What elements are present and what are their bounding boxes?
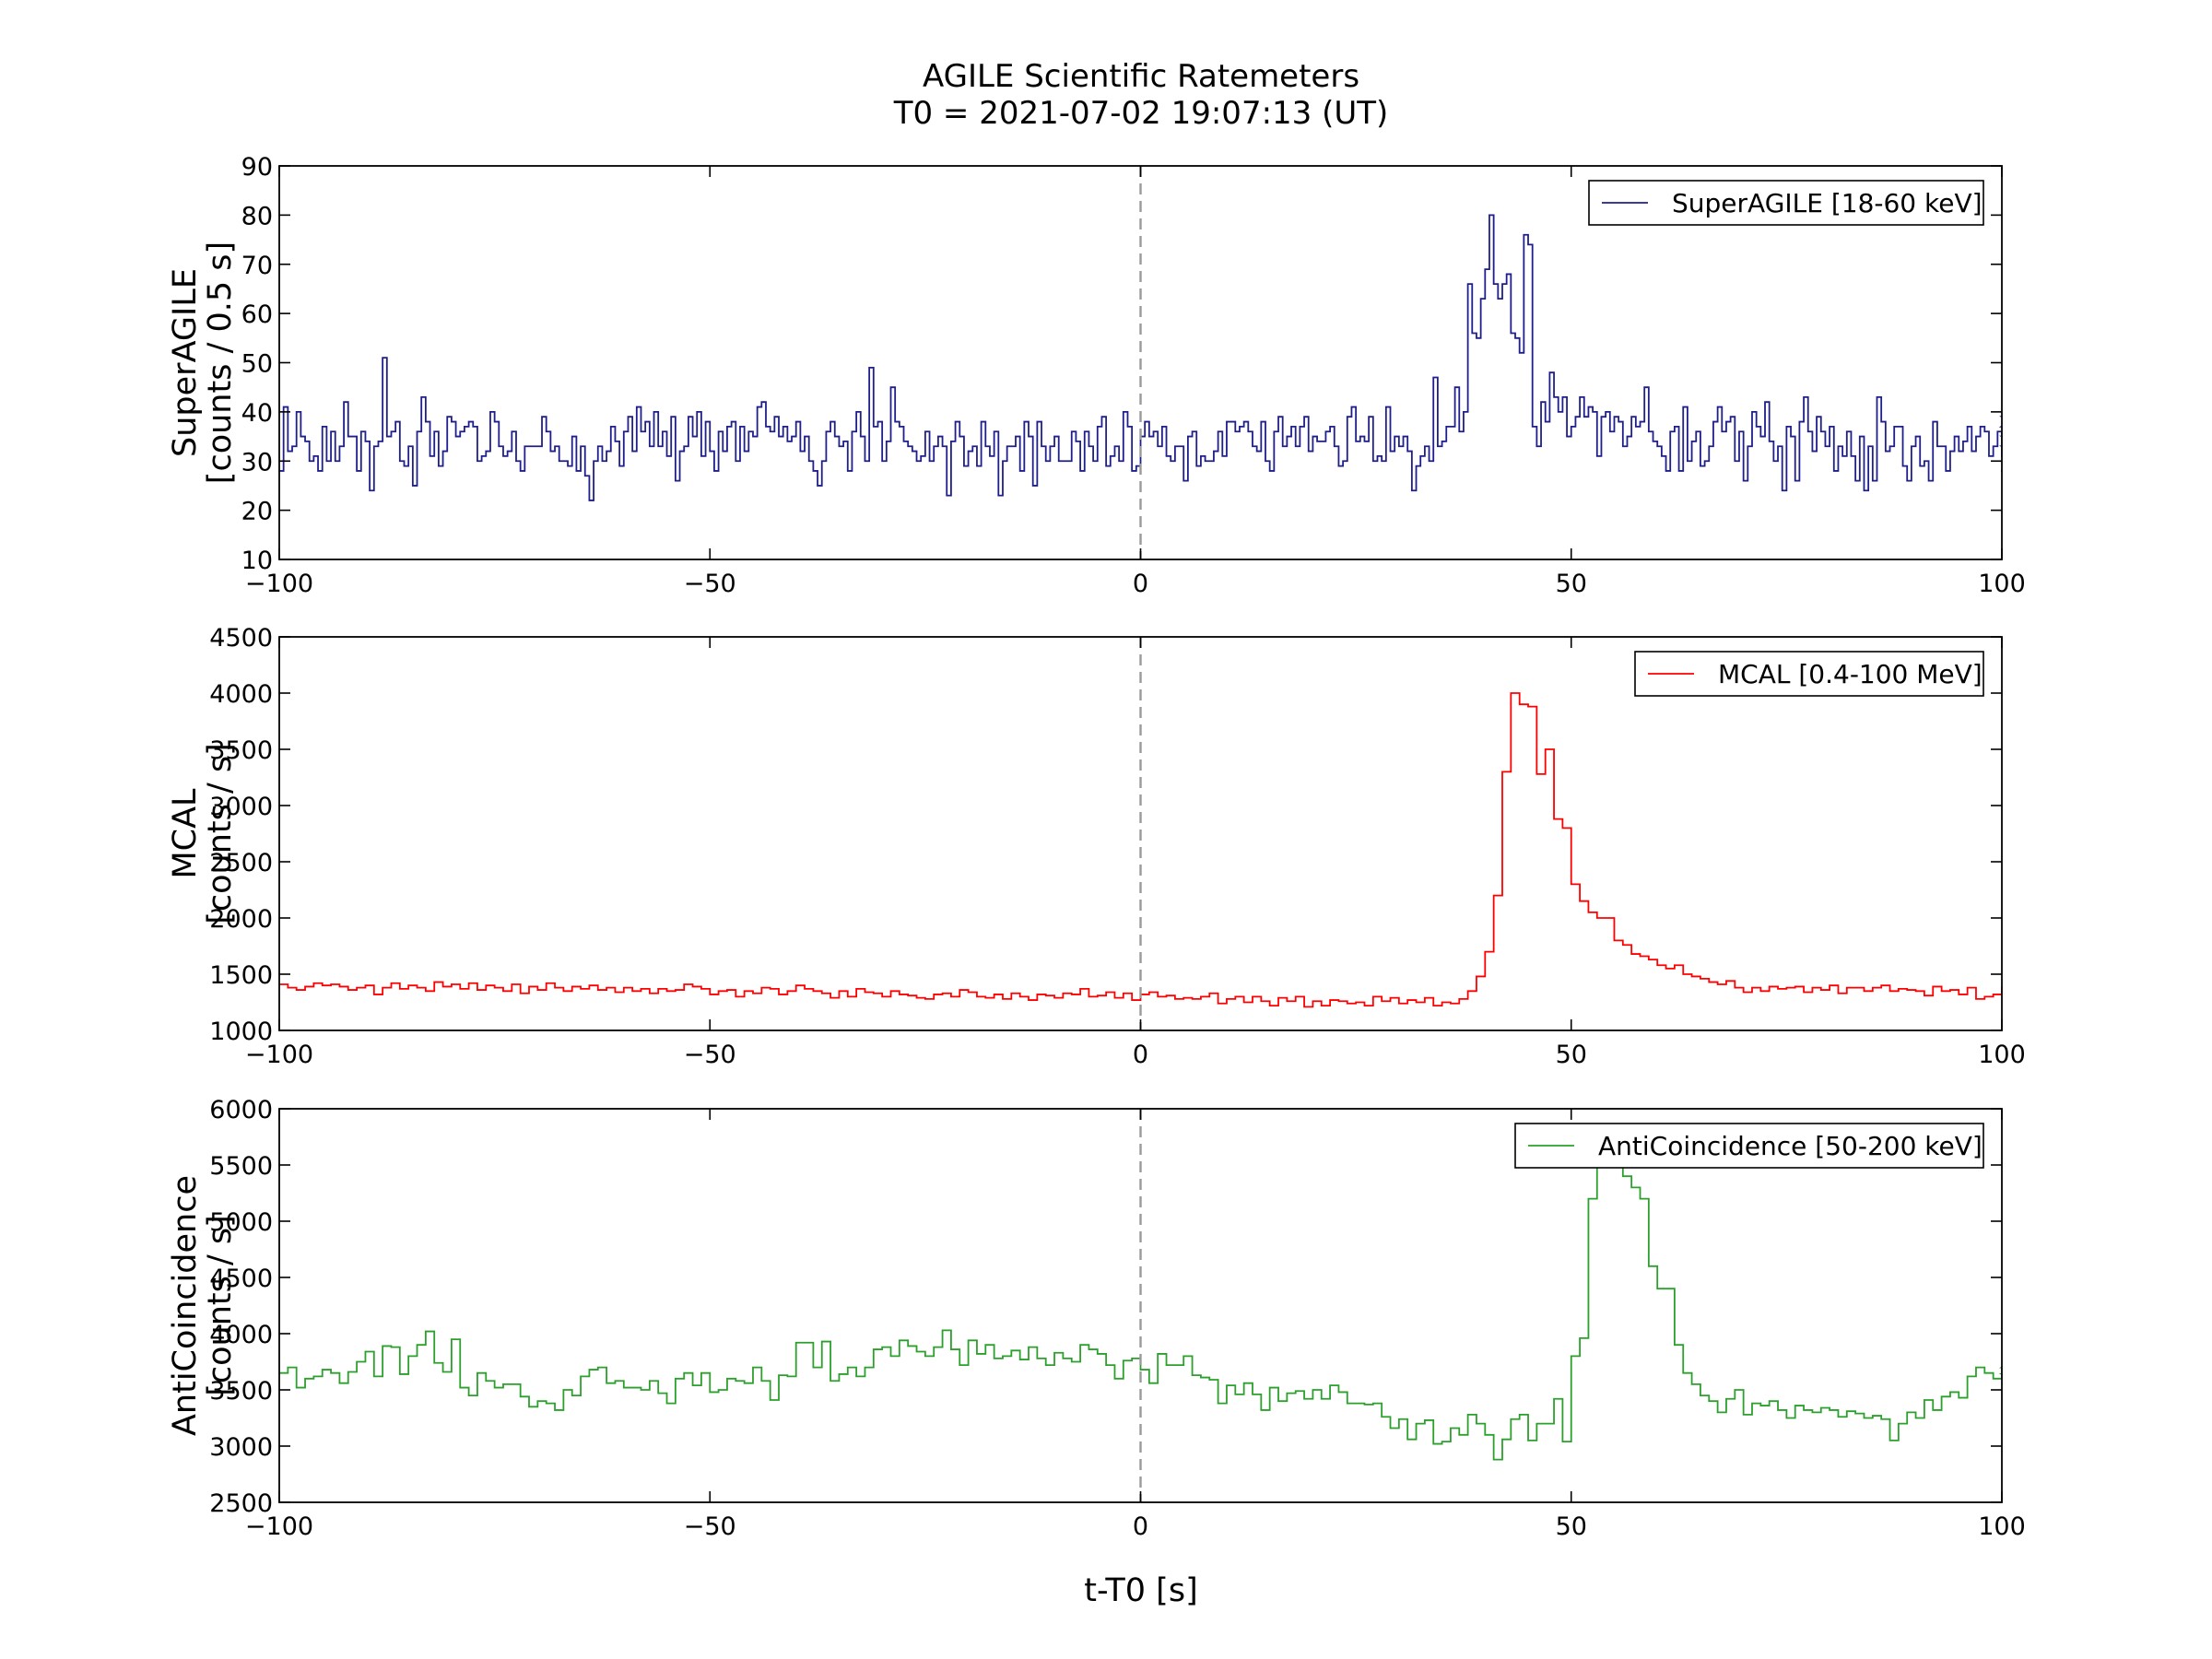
superagile-ytick-label: 10 [241, 547, 273, 575]
anticoincidence-ytick-label: 6000 [209, 1096, 273, 1124]
superagile-ylabel-line2: [counts / 0.5 s] [202, 241, 239, 484]
superagile-ytick-label: 70 [241, 252, 273, 280]
superagile-ytick-label: 50 [241, 350, 273, 379]
mcal-xtick-label: −50 [684, 1041, 736, 1069]
superagile-ytick-label: 40 [241, 399, 273, 428]
anticoincidence-legend-box [1514, 1123, 1984, 1169]
anticoincidence-series-line [279, 1130, 2002, 1461]
anticoincidence-legend-label: AntiCoincidence [50-200 keV] [1598, 1131, 1983, 1161]
mcal-ytick-label: 3000 [209, 793, 273, 821]
mcal-ytick-label: 3500 [209, 736, 273, 765]
superagile-ytick-label: 30 [241, 448, 273, 477]
anticoincidence-ytick-label: 3500 [209, 1377, 273, 1406]
anticoincidence-ylabel-line1: AntiCoincidence [167, 1175, 204, 1436]
anticoincidence-xtick-label: 100 [1978, 1512, 2026, 1541]
superagile-ylabel-line1: SuperAGILE [167, 268, 204, 457]
mcal-ytick-label: 2000 [209, 905, 273, 934]
mcal-xtick-label: 100 [1978, 1041, 2026, 1069]
superagile-ytick-label: 60 [241, 300, 273, 329]
anticoincidence-panel: −100 −50 0 50 100 2500 3000 3500 4000 4500 5000 550… [167, 1096, 2026, 1541]
figure-title-line2: T0 = 2021-07-02 19:07:13 (UT) [893, 95, 1389, 132]
anticoincidence-ytick-label: 3000 [209, 1433, 273, 1462]
mcal-xtick-label: −100 [245, 1041, 313, 1069]
anticoincidence-xtick-label: −50 [684, 1512, 736, 1541]
figure-title-line1: AGILE Scientific Ratemeters [923, 58, 1359, 95]
anticoincidence-ytick-label: 2500 [209, 1489, 273, 1518]
superagile-xtick-label: 100 [1978, 570, 2026, 598]
superagile-xtick-label: 50 [1556, 570, 1587, 598]
x-axis-label: t-T0 [s] [1084, 1572, 1197, 1609]
superagile-legend-label: SuperAGILE [18-60 keV] [1672, 188, 1983, 218]
mcal-ytick-label: 2500 [209, 849, 273, 877]
anticoincidence-ytick-label: 5500 [209, 1152, 273, 1181]
mcal-ytick-label: 1000 [209, 1018, 273, 1046]
mcal-panel: −100 −50 0 50 100 1000 1500 2000 2500 3000 3500 400… [167, 624, 2026, 1069]
mcal-xtick-label: 50 [1556, 1041, 1587, 1069]
mcal-series-line [279, 692, 2002, 1008]
anticoincidence-legend: AntiCoincidence [50-200 keV] [1514, 1123, 1984, 1169]
mcal-xtick-label: 0 [1133, 1041, 1148, 1069]
mcal-legend-label: MCAL [0.4-100 MeV] [1718, 659, 1983, 689]
anticoincidence-ytick-label: 4500 [209, 1265, 273, 1293]
anticoincidence-ytick-label: 5000 [209, 1208, 273, 1237]
anticoincidence-xtick-label: 50 [1556, 1512, 1587, 1541]
superagile-ytick-label: 80 [241, 202, 273, 230]
superagile-panel: −100 −50 0 50 100 10 20 30 40 50 60 70 80 90 SuperAGIL… [167, 153, 2026, 598]
anticoincidence-xtick-label: 0 [1133, 1512, 1148, 1541]
superagile-ytick-label: 90 [241, 153, 273, 182]
mcal-legend: MCAL [0.4-100 MeV] [1634, 651, 1984, 697]
superagile-xtick-label: −50 [684, 570, 736, 598]
panels: −100 −50 0 50 100 10 20 30 40 50 60 70 80 90 SuperAGIL… [167, 153, 2026, 1541]
superagile-legend-box [1588, 180, 1984, 226]
mcal-ylabel-line2: [counts / s] [202, 743, 239, 924]
mcal-ytick-label: 1500 [209, 961, 273, 990]
superagile-legend: SuperAGILE [18-60 keV] [1588, 180, 1984, 226]
anticoincidence-xtick-label: −100 [245, 1512, 313, 1541]
superagile-series-line [279, 214, 2002, 507]
mcal-ytick-label: 4500 [209, 624, 273, 653]
mcal-ytick-label: 4000 [209, 680, 273, 709]
anticoincidence-ytick-label: 4000 [209, 1321, 273, 1349]
superagile-xtick-label: −100 [245, 570, 313, 598]
superagile-ytick-label: 20 [241, 498, 273, 526]
anticoincidence-ylabel-line2: [counts / s] [202, 1215, 239, 1396]
mcal-ylabel-line1: MCAL [167, 788, 204, 879]
superagile-xtick-label: 0 [1133, 570, 1148, 598]
